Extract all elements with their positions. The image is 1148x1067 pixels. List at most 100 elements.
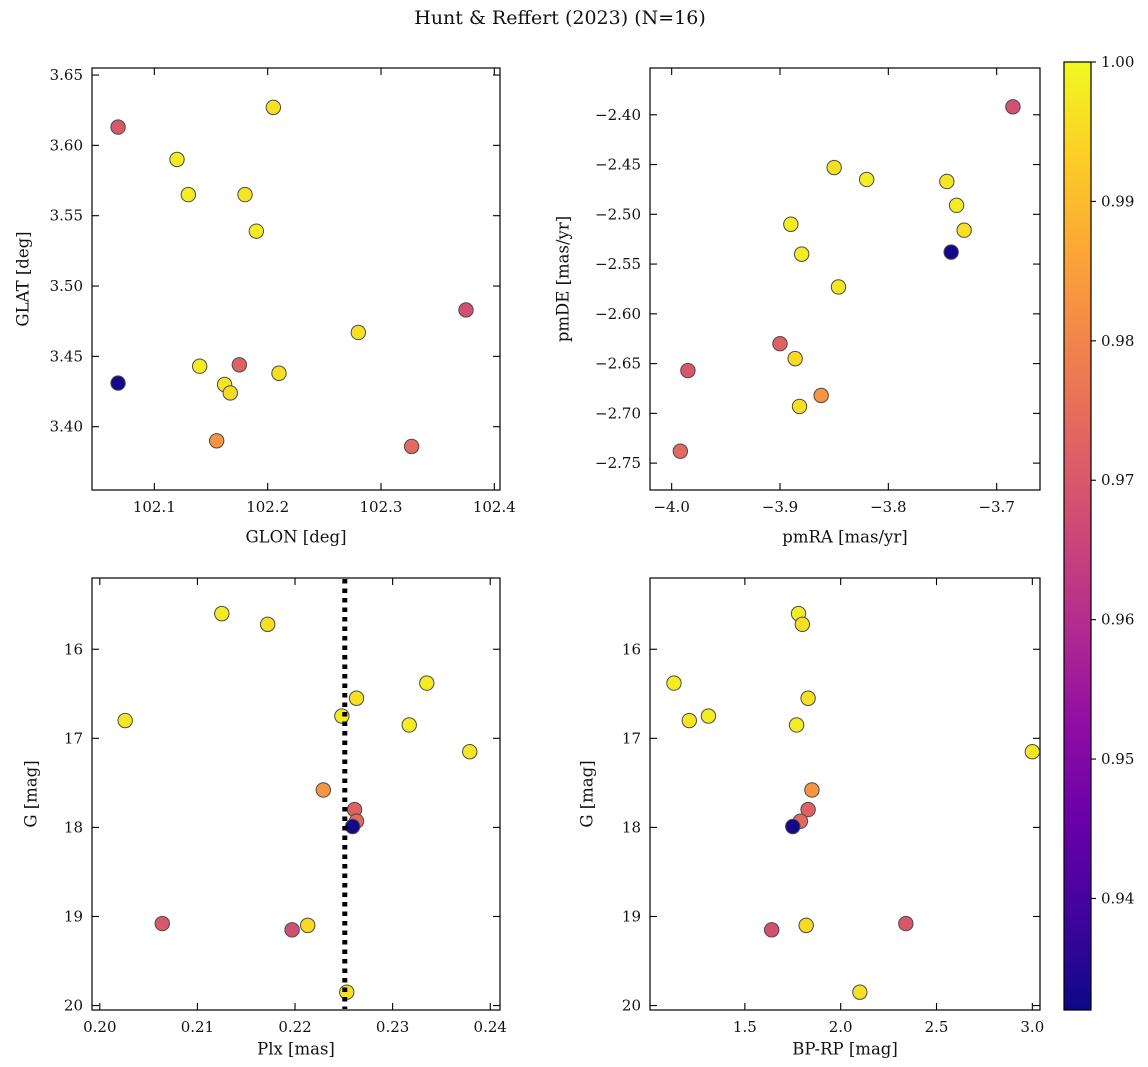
panel-plx-g: 0.20 0.21 0.22 0.23 0.24 16 17 18 19 20 — [64, 577, 507, 1036]
data-point — [284, 922, 300, 938]
y-tick-label: −2.55 — [595, 255, 641, 273]
colorbar-tick-label: 0.94 — [1101, 889, 1134, 907]
x-tick-label: 0.23 — [376, 1018, 409, 1036]
data-point — [110, 119, 126, 135]
data-point — [1024, 743, 1041, 760]
y-tick-label: −2.70 — [595, 404, 641, 422]
data-point — [794, 616, 811, 633]
data-point — [1005, 99, 1021, 115]
data-point — [948, 197, 965, 214]
data-point — [237, 186, 253, 203]
data-point — [791, 398, 808, 415]
colorbar-tick-label: 0.99 — [1101, 192, 1134, 210]
y-tick-label: 19 — [622, 907, 641, 925]
x-tick-label: 102.2 — [246, 498, 289, 516]
x-tick-label: 102.4 — [473, 498, 516, 516]
data-point — [804, 782, 820, 798]
data-point — [315, 782, 332, 798]
y-tick-label: −2.75 — [595, 454, 641, 472]
data-point — [898, 915, 914, 932]
data-point — [403, 438, 420, 455]
x-tick-label: 2.5 — [925, 1018, 949, 1036]
x-axis-label-pmra: pmRA [mas/yr] — [782, 527, 908, 547]
data-point — [800, 690, 816, 706]
data-point — [943, 244, 959, 260]
data-point — [462, 743, 478, 760]
data-point — [348, 690, 365, 706]
colorbar-tick-label: 0.96 — [1101, 611, 1134, 629]
x-tick-label: 0.22 — [278, 1018, 311, 1036]
data-point — [956, 222, 972, 238]
data-point — [344, 818, 361, 835]
data-point — [830, 279, 847, 295]
data-point — [191, 358, 208, 374]
data-point — [680, 362, 696, 379]
data-point — [785, 818, 801, 835]
data-point — [208, 433, 225, 449]
y-tick-label: 19 — [64, 907, 83, 925]
plot-frame — [649, 577, 1041, 1011]
x-tick-label: −3.9 — [762, 498, 798, 516]
data-point — [700, 708, 717, 724]
plot-frame — [91, 577, 501, 1011]
x-axis-label-plx: Plx [mas] — [257, 1039, 335, 1059]
y-tick-label: 17 — [64, 729, 83, 747]
data-point — [154, 915, 170, 932]
data-point — [939, 173, 955, 190]
data-point — [169, 151, 185, 168]
data-point — [271, 365, 287, 381]
data-point — [798, 917, 814, 934]
data-point — [248, 223, 265, 239]
y-tick-label: 3.40 — [50, 418, 83, 436]
y-tick-label: −2.50 — [595, 205, 641, 223]
y-axis-label-pmde: pmDE [mas/yr] — [553, 215, 573, 343]
y-tick-label: 3.65 — [50, 66, 83, 84]
data-point — [300, 917, 316, 934]
data-point — [350, 324, 367, 341]
data-point — [681, 712, 697, 729]
data-point — [787, 350, 803, 367]
data-point — [401, 717, 417, 733]
data-point — [180, 186, 197, 203]
data-point — [214, 605, 230, 622]
y-axis-label-g-left: G [mag] — [21, 760, 41, 828]
y-tick-label: 3.45 — [50, 347, 83, 365]
x-axis-label-glon: GLON [deg] — [245, 527, 347, 547]
y-tick-label: 3.50 — [50, 277, 83, 295]
figure-title: Hunt & Reffert (2023) (N=16) — [414, 7, 706, 29]
data-point — [772, 335, 788, 352]
y-tick-label: 18 — [64, 818, 83, 836]
data-point — [458, 302, 474, 318]
x-tick-label: −3.8 — [870, 498, 906, 516]
panel-glon-glat: 102.1 102.2 102.3 102.4 3.40 3.45 3.50 3.55 3.60… — [50, 66, 516, 516]
data-point — [858, 171, 875, 188]
y-tick-label: 20 — [64, 997, 83, 1015]
x-tick-label: 0.24 — [474, 1018, 507, 1036]
x-tick-label: 102.3 — [360, 498, 403, 516]
data-point — [265, 99, 282, 116]
x-tick-label: 3.0 — [1020, 1018, 1044, 1036]
colorbar-tick-label: 0.97 — [1101, 471, 1134, 489]
plot-frame — [649, 67, 1041, 491]
data-point — [783, 216, 799, 232]
data-point — [800, 801, 816, 818]
data-point — [813, 387, 829, 404]
data-point — [419, 675, 435, 691]
y-tick-label: 16 — [64, 640, 83, 658]
y-tick-label: 18 — [622, 818, 641, 836]
x-tick-label: 0.20 — [83, 1018, 116, 1036]
y-tick-label: 20 — [622, 997, 641, 1015]
y-axis-label-glat: GLAT [deg] — [13, 231, 33, 327]
plot-frame — [91, 67, 501, 491]
colorbar: 1.00 0.99 0.98 0.97 0.96 0.95 0.94 — [1063, 53, 1134, 1011]
data-point — [259, 616, 276, 633]
y-tick-label: −2.60 — [595, 305, 641, 323]
y-axis-label-g-right: G [mag] — [577, 760, 597, 828]
y-tick-label: −2.65 — [595, 355, 641, 373]
data-point — [231, 357, 248, 373]
data-point — [826, 159, 842, 176]
colorbar-tick-label: 0.95 — [1101, 750, 1134, 768]
y-tick-label: −2.45 — [595, 156, 641, 174]
